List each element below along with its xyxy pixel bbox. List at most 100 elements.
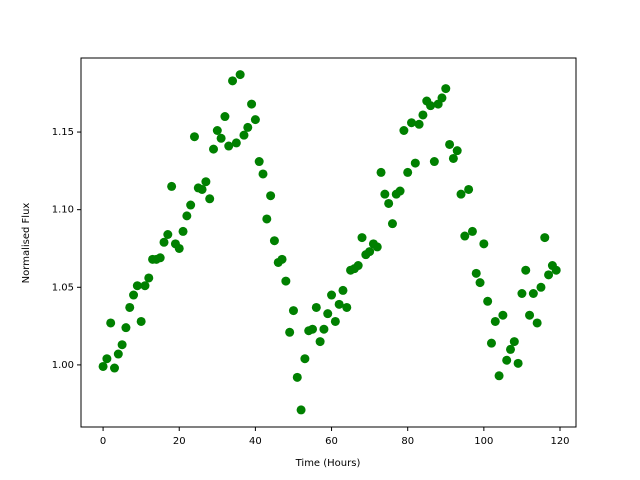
data-point xyxy=(292,372,302,382)
data-point xyxy=(125,302,135,312)
data-point xyxy=(467,226,477,236)
data-point xyxy=(540,233,550,243)
data-point xyxy=(254,157,264,167)
data-point xyxy=(182,211,192,221)
data-point xyxy=(403,167,413,177)
data-point xyxy=(475,278,485,288)
data-point xyxy=(551,265,561,275)
data-point xyxy=(216,133,226,143)
data-point xyxy=(311,302,321,312)
data-point xyxy=(441,84,451,94)
data-point xyxy=(113,349,123,359)
data-point xyxy=(288,306,298,316)
data-point xyxy=(174,243,184,253)
data-point xyxy=(471,268,481,278)
data-point xyxy=(197,184,207,194)
y-tick-label: 1.00 xyxy=(52,360,74,371)
data-point xyxy=(338,285,348,295)
x-tick-label: 120 xyxy=(550,436,569,447)
data-point xyxy=(117,340,127,350)
data-point xyxy=(224,141,234,151)
data-point xyxy=(502,355,512,365)
data-point xyxy=(231,138,241,148)
data-point xyxy=(498,310,508,320)
data-point xyxy=(140,281,150,291)
data-point xyxy=(544,270,554,280)
data-point xyxy=(452,146,462,156)
data-point xyxy=(460,231,470,241)
x-tick-label: 80 xyxy=(401,436,414,447)
data-point xyxy=(266,191,276,201)
x-tick-label: 60 xyxy=(325,436,338,447)
data-point xyxy=(445,139,455,149)
x-axis-label: Time (Hours) xyxy=(295,458,361,469)
y-tick-label: 1.15 xyxy=(52,127,74,138)
data-point xyxy=(262,214,272,224)
x-tick-label: 40 xyxy=(249,436,262,447)
data-point xyxy=(334,299,344,309)
data-point xyxy=(144,273,154,283)
data-point xyxy=(277,254,287,264)
data-point xyxy=(330,316,340,326)
data-point xyxy=(437,93,447,103)
data-point xyxy=(464,184,474,194)
data-point xyxy=(132,281,142,291)
data-point xyxy=(327,290,337,300)
data-point xyxy=(167,181,177,191)
data-point xyxy=(456,189,466,199)
data-point xyxy=(189,132,199,142)
data-point xyxy=(414,119,424,129)
data-point xyxy=(357,233,367,243)
data-point xyxy=(308,324,318,334)
data-point xyxy=(129,290,139,300)
data-point xyxy=(372,242,382,252)
data-point xyxy=(212,125,222,135)
y-tick-label: 1.10 xyxy=(52,205,74,216)
data-point xyxy=(247,99,257,109)
data-point xyxy=(387,219,397,229)
data-point xyxy=(110,363,120,373)
data-point xyxy=(448,153,458,163)
data-point xyxy=(418,110,428,120)
x-tick-label: 0 xyxy=(100,436,106,447)
data-point xyxy=(365,247,375,257)
data-point xyxy=(376,167,386,177)
data-point xyxy=(506,344,516,354)
data-point xyxy=(486,338,496,348)
data-point xyxy=(296,405,306,415)
data-point xyxy=(315,337,325,347)
data-point xyxy=(509,337,519,347)
data-point xyxy=(239,130,249,140)
data-point xyxy=(258,169,268,179)
data-point xyxy=(159,237,169,247)
data-point xyxy=(235,70,245,80)
data-point xyxy=(490,316,500,326)
data-point xyxy=(163,230,173,240)
plot-frame xyxy=(80,57,577,428)
data-point xyxy=(205,194,215,204)
data-point xyxy=(536,282,546,292)
data-point xyxy=(528,288,538,298)
data-point xyxy=(319,324,329,334)
data-point xyxy=(136,316,146,326)
data-point xyxy=(525,310,535,320)
data-point xyxy=(532,318,542,328)
data-point xyxy=(155,253,165,263)
data-point xyxy=(243,122,253,132)
data-point xyxy=(106,318,116,328)
data-point xyxy=(380,189,390,199)
data-point xyxy=(426,101,436,111)
data-point xyxy=(494,371,504,381)
data-point xyxy=(300,354,310,364)
data-point xyxy=(269,236,279,246)
data-point xyxy=(220,112,230,122)
data-point xyxy=(513,358,523,368)
data-point xyxy=(399,125,409,135)
data-point xyxy=(178,226,188,236)
data-point xyxy=(395,186,405,196)
data-point xyxy=(384,198,394,208)
y-axis-label: Normalised Flux xyxy=(21,203,32,284)
data-point xyxy=(407,118,417,128)
data-point xyxy=(479,239,489,249)
